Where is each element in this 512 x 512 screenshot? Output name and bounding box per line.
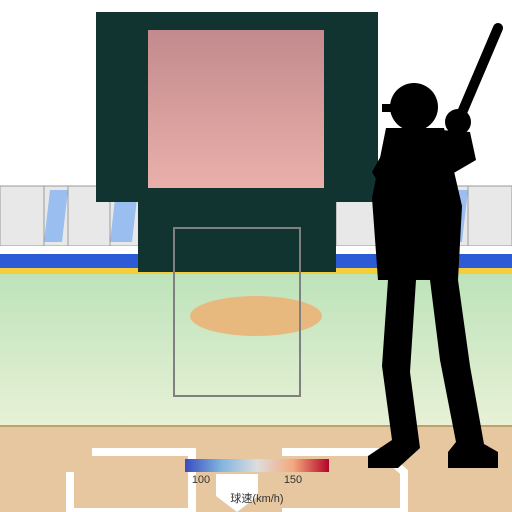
legend-axis-label: 球速(km/h) (227, 490, 287, 506)
chart-svg (0, 0, 512, 512)
pitchers-mound (190, 296, 322, 336)
legend-tick-100: 100 (171, 474, 231, 486)
legend-tick-150: 150 (263, 474, 323, 486)
scoreboard-base (138, 202, 336, 272)
pitch-location-chart: 100 150 球速(km/h) (0, 0, 512, 512)
legend-colorbar (185, 459, 329, 472)
speed-legend (185, 459, 329, 472)
scoreboard-screen (148, 30, 324, 188)
scoreboard (96, 12, 378, 272)
